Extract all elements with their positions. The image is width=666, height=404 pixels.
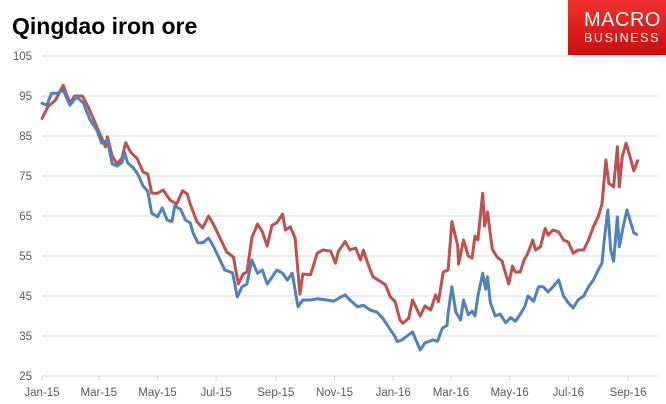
chart-title: Qingdao iron ore [12,13,197,39]
x-tick-label: Mar-16 [433,387,469,399]
x-tick-label: Jul-16 [553,387,584,399]
logo-text-macro: MACRO [584,9,661,31]
y-tick-label: 45 [19,291,32,303]
y-tick-label: 105 [13,51,32,63]
y-tick-label: 75 [19,171,32,183]
x-tick-label: Sep-16 [609,387,646,399]
logo-background [568,0,666,55]
gridlines [42,55,658,377]
y-tick-label: 55 [19,251,32,263]
x-axis: Jan-15 Mar-15 May-15 Jul-15 Sep-15 Nov-15 Jan-… [24,376,647,399]
y-tick-label: 25 [19,371,32,383]
logo: MACRO BUSINESS [568,0,666,55]
x-tick-label: Sep-15 [257,387,294,399]
x-tick-label: Jan-16 [376,387,411,399]
x-tick-label: Mar-15 [81,387,117,399]
y-tick-label: 65 [19,211,32,223]
logo-text-business: BUSINESS [584,31,660,45]
y-axis: 105 95 85 75 65 55 45 35 25 [13,51,32,383]
series-line-1 [40,83,640,325]
x-tick-label: May-16 [490,387,528,399]
x-tick-label: Jan-15 [24,387,59,399]
series-lines [40,83,640,352]
y-tick-label: 35 [19,331,32,343]
y-tick-label: 85 [19,131,32,143]
x-tick-label: Jul-15 [201,387,232,399]
x-tick-label: Nov-15 [316,387,353,399]
y-tick-label: 95 [19,91,32,103]
x-tick-label: May-15 [138,387,176,399]
series-line-2 [40,88,639,352]
